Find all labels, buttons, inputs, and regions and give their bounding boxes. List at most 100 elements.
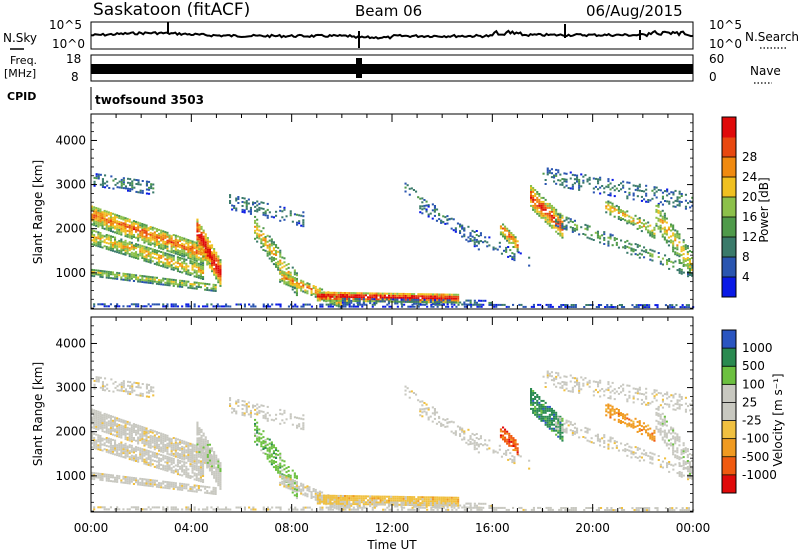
power-cell (320, 291, 323, 294)
velocity-cell (160, 467, 163, 470)
power-cell (199, 267, 202, 270)
power-cell (333, 301, 336, 304)
power-cell (181, 250, 184, 253)
power-cell (176, 249, 179, 252)
power-cell (348, 299, 351, 302)
velocity-cell (93, 417, 96, 420)
velocity-cell (122, 475, 125, 478)
power-cell (262, 239, 265, 242)
power-cell (617, 184, 620, 186)
colorbar-tick-label: 20 (742, 190, 757, 204)
power-cell (388, 294, 391, 297)
power-cell (122, 222, 125, 225)
velocity-cell (185, 485, 188, 488)
velocity-cell (160, 440, 163, 443)
power-cell (419, 295, 422, 298)
power-cell (114, 217, 117, 220)
power-cell (164, 233, 167, 235)
power-cell (279, 205, 282, 208)
power-cell (538, 212, 541, 215)
velocity-cell (155, 447, 158, 449)
velocity-cell (128, 456, 131, 459)
power-cell (628, 215, 631, 218)
power-cell (139, 183, 142, 186)
power-cell (214, 305, 217, 308)
power-cell (519, 252, 522, 255)
power-cell (270, 242, 273, 245)
velocity-cell (191, 461, 194, 464)
velocity-cell (202, 485, 205, 488)
power-cell (116, 228, 119, 231)
power-cell (510, 235, 513, 238)
power-cell (624, 211, 627, 214)
velocity-cell (130, 438, 133, 441)
power-cell (573, 227, 576, 230)
power-cell (281, 270, 284, 273)
power-cell (607, 180, 610, 183)
power-cell (99, 222, 102, 225)
power-cell (578, 178, 581, 181)
power-cell (508, 237, 511, 240)
velocity-cell (133, 381, 136, 384)
velocity-cell (95, 378, 98, 381)
power-cell (657, 219, 660, 222)
velocity-cell (120, 481, 123, 484)
velocity-cell (291, 491, 294, 494)
power-cell (310, 305, 313, 308)
velocity-cell (258, 432, 261, 435)
power-cell (143, 241, 146, 244)
velocity-cell (162, 443, 165, 446)
power-cell (617, 217, 620, 220)
velocity-cell (97, 410, 100, 413)
velocity-cell (99, 444, 102, 447)
velocity-cell (217, 470, 220, 473)
power-cell (97, 219, 100, 222)
power-cell (258, 229, 261, 232)
velocity-cell (187, 468, 190, 471)
velocity-cell (172, 481, 175, 484)
power-cell (174, 248, 177, 251)
power-cell (191, 260, 194, 263)
power-cell (225, 303, 228, 306)
velocity-cell (268, 456, 271, 459)
power-cell (120, 180, 123, 183)
velocity-cell (132, 457, 135, 460)
power-cell (196, 240, 199, 243)
power-cell (109, 222, 112, 224)
power-cell (107, 274, 110, 277)
power-cell (179, 256, 182, 259)
power-cell (663, 226, 666, 229)
power-cell (446, 215, 449, 218)
power-cell (473, 231, 476, 233)
velocity-cell (287, 487, 290, 490)
power-cell (597, 304, 600, 306)
velocity-cell (183, 483, 186, 486)
power-cell (272, 257, 275, 260)
velocity-cell (126, 445, 129, 448)
power-cell (132, 280, 135, 282)
velocity-cell (122, 380, 125, 383)
velocity-cell (202, 481, 205, 483)
power-cell (164, 241, 167, 243)
power-cell (435, 219, 438, 222)
velocity-cell (155, 485, 158, 488)
power-cell (162, 236, 165, 239)
power-cell (407, 305, 410, 308)
velocity-cell (139, 451, 142, 454)
velocity-cell (162, 480, 165, 483)
velocity-cell (217, 484, 220, 487)
velocity-cell (111, 438, 114, 441)
velocity-cell (93, 478, 96, 481)
power-cell (195, 262, 198, 265)
power-cell (193, 243, 196, 246)
power-cell (164, 245, 167, 247)
velocity-cell (213, 464, 216, 467)
velocity-cell (111, 425, 114, 428)
power-cell (666, 263, 669, 266)
power-cell (678, 192, 681, 195)
power-cell (124, 231, 127, 234)
power-cell (187, 247, 190, 249)
power-cell (103, 217, 106, 220)
power-cell (436, 305, 439, 308)
velocity-cell (199, 485, 202, 488)
